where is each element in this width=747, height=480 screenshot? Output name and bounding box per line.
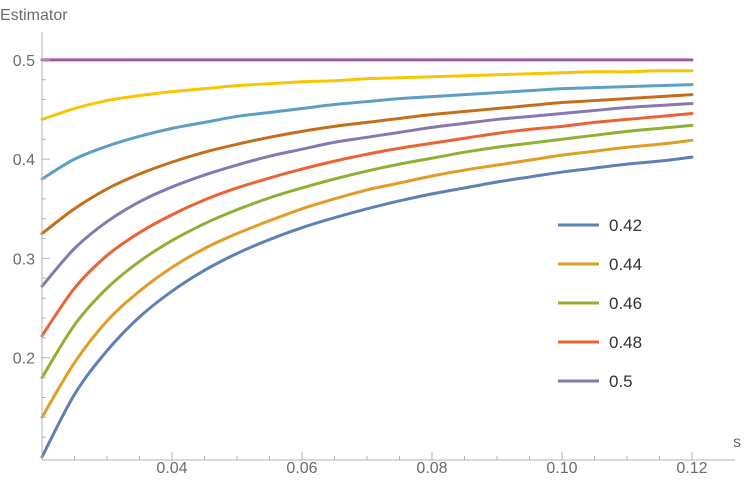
series-line-4 <box>40 111 694 338</box>
x-tick-label: 0.12 <box>676 460 707 477</box>
y-axis-label: Estimator <box>0 7 68 24</box>
series-line-5 <box>40 102 694 288</box>
x-tick-label: 0.04 <box>156 460 187 477</box>
x-tick-label: 0.08 <box>416 460 447 477</box>
series-line-7 <box>40 83 694 181</box>
y-tick-label: 0.4 <box>13 152 35 169</box>
axes-layer: 0.04 0.06 0.08 0.10 0.12 0.2 0.3 0.4 0.5 s Esti… <box>0 7 741 477</box>
x-axis-label: s <box>733 434 741 451</box>
legend-label: 0.48 <box>609 333 642 352</box>
series-line-2 <box>40 138 694 419</box>
series-line-3 <box>40 123 694 380</box>
series-line-8 <box>40 69 694 121</box>
y-ticks: 0.2 0.3 0.4 0.5 <box>13 53 50 438</box>
x-tick-label: 0.06 <box>286 460 317 477</box>
y-tick-label: 0.5 <box>13 53 35 70</box>
legend-label: 0.42 <box>609 216 642 235</box>
series-line-6 <box>40 93 694 236</box>
legend-label: 0.44 <box>609 255 642 274</box>
legend-label: 0.46 <box>609 294 642 313</box>
x-tick-label: 0.10 <box>546 460 577 477</box>
legend-label: 0.5 <box>609 372 633 391</box>
series-line-1 <box>40 155 694 459</box>
series-layer <box>40 58 694 459</box>
legend: 0.42 0.44 0.46 0.48 0.5 <box>558 216 642 391</box>
y-tick-label: 0.2 <box>13 351 35 368</box>
x-ticks: 0.04 0.06 0.08 0.10 0.12 <box>74 452 708 477</box>
y-tick-label: 0.3 <box>13 251 35 268</box>
